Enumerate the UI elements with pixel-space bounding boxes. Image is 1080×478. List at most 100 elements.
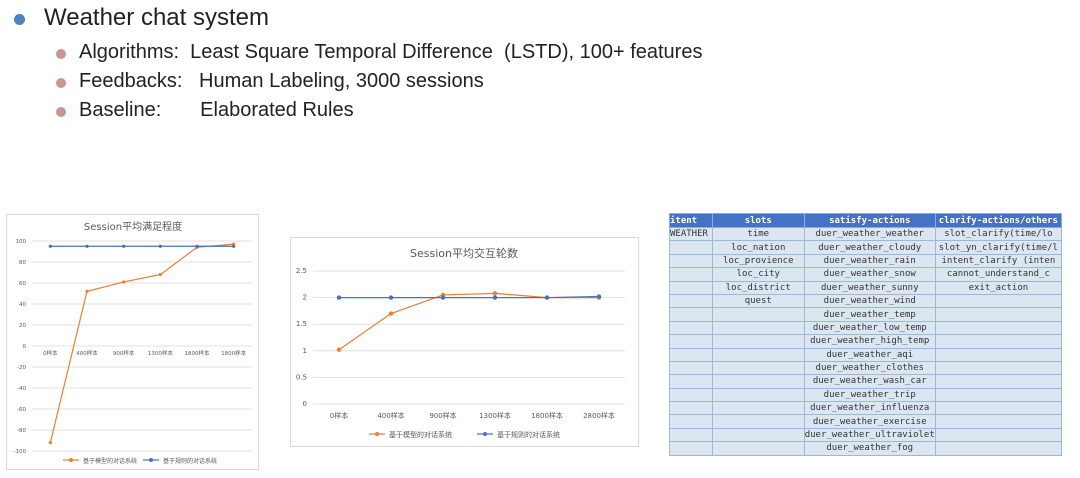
intent-cell — [669, 427, 713, 443]
series-model-point — [336, 347, 342, 352]
satisfy-action-cell: duer_weather_sunny — [803, 280, 936, 295]
clarify-action-cell — [934, 293, 1062, 309]
satisfy-action-cell: duer_weather_high_temp — [803, 334, 936, 349]
intent-table-wrapper: itent slots satisfy-actions clarify-acti… — [669, 213, 1062, 458]
satisfy-action-cell: duer_weather_clothes — [803, 360, 936, 376]
satisfy-action-cell: duer_weather_low_temp — [803, 320, 936, 336]
satisfy-action-cell: duer_weather_trip — [803, 387, 936, 403]
intent-cell — [669, 414, 713, 429]
table-row: duer_weather_wash_car — [669, 374, 1062, 389]
slot-cell — [711, 441, 805, 456]
satisfy-action-cell: duer_weather_snow — [803, 267, 936, 282]
y-tick-label: -60 — [17, 407, 26, 413]
slot-cell — [711, 401, 805, 416]
slot-cell — [711, 387, 805, 403]
intent-cell: WEATHER — [669, 226, 713, 242]
satisfy-action-cell: duer_weather_exercise — [803, 414, 936, 429]
clarify-action-cell — [934, 320, 1062, 336]
series-rules-point — [85, 244, 89, 248]
sub-bullet-algorithms: Algorithms: Least Square Temporal Differ… — [56, 41, 702, 133]
series-model-point — [492, 291, 498, 296]
slot-cell — [711, 427, 805, 443]
series-rules-point — [388, 295, 394, 300]
intent-cell — [669, 401, 713, 416]
clarify-action-cell: intent_clarify (inten — [934, 253, 1062, 269]
slot-cell — [711, 307, 805, 322]
clarify-action-cell: slot_clarify(time/lo — [934, 226, 1062, 242]
clarify-action-cell: exit_action — [934, 280, 1062, 295]
slot-cell — [711, 347, 805, 362]
y-tick-label: 1.5 — [296, 320, 307, 328]
intent-cell — [669, 374, 713, 389]
chart-title: Session平均满足程度 — [84, 220, 182, 233]
series-rules-point — [232, 244, 236, 248]
satisfy-action-cell: duer_weather_influenza — [803, 401, 936, 416]
legend-label: 基于模型的对话系统 — [83, 457, 137, 465]
series-rules-point — [492, 295, 498, 300]
series-model-point — [48, 441, 52, 445]
main-bullet-dot — [14, 14, 25, 25]
slot-cell: loc_nation — [711, 240, 805, 255]
table-row: duer_weather_high_temp — [669, 334, 1062, 349]
y-tick-label: -80 — [17, 428, 26, 434]
chart-turns: Session平均交互轮数 2.5 2 1.5 1 0.5 0 0样本 400样本 900样本 13… — [296, 246, 625, 439]
y-tick-label: 20 — [19, 323, 26, 329]
y-tick-label: 0 — [303, 400, 307, 408]
chart-satisfaction-panel: Session平均满足程度 100 80 60 40 20 0 -20 -40 -60 -80 -10… — [6, 214, 259, 470]
series-rules-point — [596, 294, 602, 299]
slot-cell: quest — [711, 293, 805, 309]
y-tick-label: 60 — [19, 281, 26, 287]
y-tick-label: 40 — [19, 302, 26, 308]
header-satisfy-actions: satisfy-actions — [803, 213, 936, 228]
slot-cell — [711, 320, 805, 336]
legend-label: 基于规则的对话系统 — [163, 457, 217, 465]
table-row: duer_weather_fog — [669, 441, 1062, 456]
satisfy-action-cell: duer_weather_wind — [803, 293, 936, 309]
header-slots: slots — [711, 213, 805, 228]
y-tick-label: 0.5 — [296, 373, 307, 381]
satisfy-action-cell: duer_weather_rain — [803, 253, 936, 269]
header-intent: itent — [669, 213, 713, 228]
table-row: duer_weather_ultraviolet — [669, 427, 1062, 443]
y-tick-label: 2 — [303, 294, 307, 302]
y-tick-label: 1 — [303, 347, 307, 355]
intent-cell — [669, 360, 713, 376]
clarify-action-cell — [934, 360, 1062, 376]
satisfy-action-cell: duer_weather_ultraviolet — [803, 427, 936, 443]
slot-cell — [711, 334, 805, 349]
intent-cell — [669, 293, 713, 309]
clarify-action-cell: slot_yn_clarify(time/l — [934, 240, 1062, 255]
table-row: loc_city duer_weather_snow cannot_understa… — [669, 267, 1062, 282]
satisfy-action-cell: duer_weather_aqi — [803, 347, 936, 362]
table-row: duer_weather_aqi — [669, 347, 1062, 362]
table-row: duer_weather_low_temp — [669, 320, 1062, 336]
sub-bullet-text: Baseline: Elaborated Rules — [79, 99, 354, 121]
series-model-point — [122, 280, 126, 284]
series-rules-point — [48, 244, 52, 248]
sub-bullet-dot — [56, 49, 66, 59]
intent-cell — [669, 307, 713, 322]
legend-marker — [483, 432, 487, 436]
clarify-action-cell — [934, 427, 1062, 443]
x-tick-label: 1300样本 — [148, 349, 173, 357]
clarify-action-cell — [934, 334, 1062, 349]
chart-turns-panel: Session平均交互轮数 2.5 2 1.5 1 0.5 0 0样本 400样本 900样本 13… — [290, 237, 639, 447]
table-row: quest duer_weather_wind — [669, 293, 1062, 309]
x-tick-label: 0样本 — [43, 349, 58, 357]
clarify-action-cell — [934, 401, 1062, 416]
legend-marker — [69, 458, 73, 462]
y-tick-label: 80 — [19, 260, 26, 266]
satisfy-action-cell: duer_weather_temp — [803, 307, 936, 322]
legend-marker — [375, 432, 379, 436]
series-model-point — [158, 273, 162, 277]
table-row: duer_weather_exercise — [669, 414, 1062, 429]
series-rules-point — [158, 244, 162, 248]
legend-label: 基于规则的对话系统 — [497, 430, 560, 439]
slot-cell — [711, 414, 805, 429]
clarify-action-cell — [934, 387, 1062, 403]
intent-cell — [669, 240, 713, 255]
intent-cell — [669, 334, 713, 349]
x-tick-label: 400样本 — [377, 411, 404, 420]
series-model-line — [338, 292, 599, 351]
series-model-point — [85, 289, 89, 293]
